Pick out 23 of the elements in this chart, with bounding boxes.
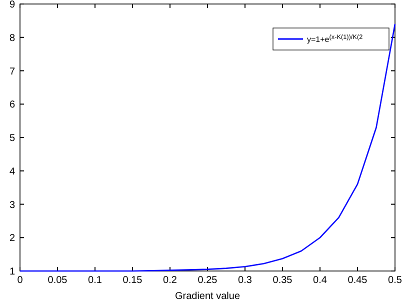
x-tick-label: 0.45 bbox=[348, 275, 368, 286]
y-tick-label: 6 bbox=[9, 100, 16, 111]
y-tick-label: 4 bbox=[9, 166, 16, 178]
y-tick-label: 1 bbox=[9, 266, 16, 278]
x-tick-label: 0 bbox=[17, 275, 24, 286]
x-tick-label: 0.3 bbox=[238, 275, 252, 286]
x-tick-label: 0.5 bbox=[388, 275, 402, 286]
x-tick-label: 0.05 bbox=[48, 275, 68, 286]
legend-label: y=1+e$^{(x-K(1))/K(2}$ bbox=[307, 34, 364, 44]
y-tick-label: 7 bbox=[9, 66, 16, 78]
line-series bbox=[19, 23, 396, 272]
x-tick-label: 0.4 bbox=[313, 275, 328, 286]
x-axis-title: Gradient value bbox=[174, 291, 240, 302]
y-tick-label: 3 bbox=[9, 200, 16, 211]
x-tick-label: 0.15 bbox=[122, 275, 143, 286]
y-tick-label: 5 bbox=[9, 133, 16, 144]
x-tick-label: 0.2 bbox=[163, 275, 178, 286]
y-tick-label: 8 bbox=[9, 32, 16, 44]
x-tick-label: 0.35 bbox=[272, 275, 293, 286]
x-tick-label: 0.25 bbox=[198, 275, 218, 286]
y-tick-label: 2 bbox=[9, 233, 16, 244]
y-tick-label: 9 bbox=[9, 0, 16, 10]
x-tick-label: 0.1 bbox=[88, 275, 102, 286]
